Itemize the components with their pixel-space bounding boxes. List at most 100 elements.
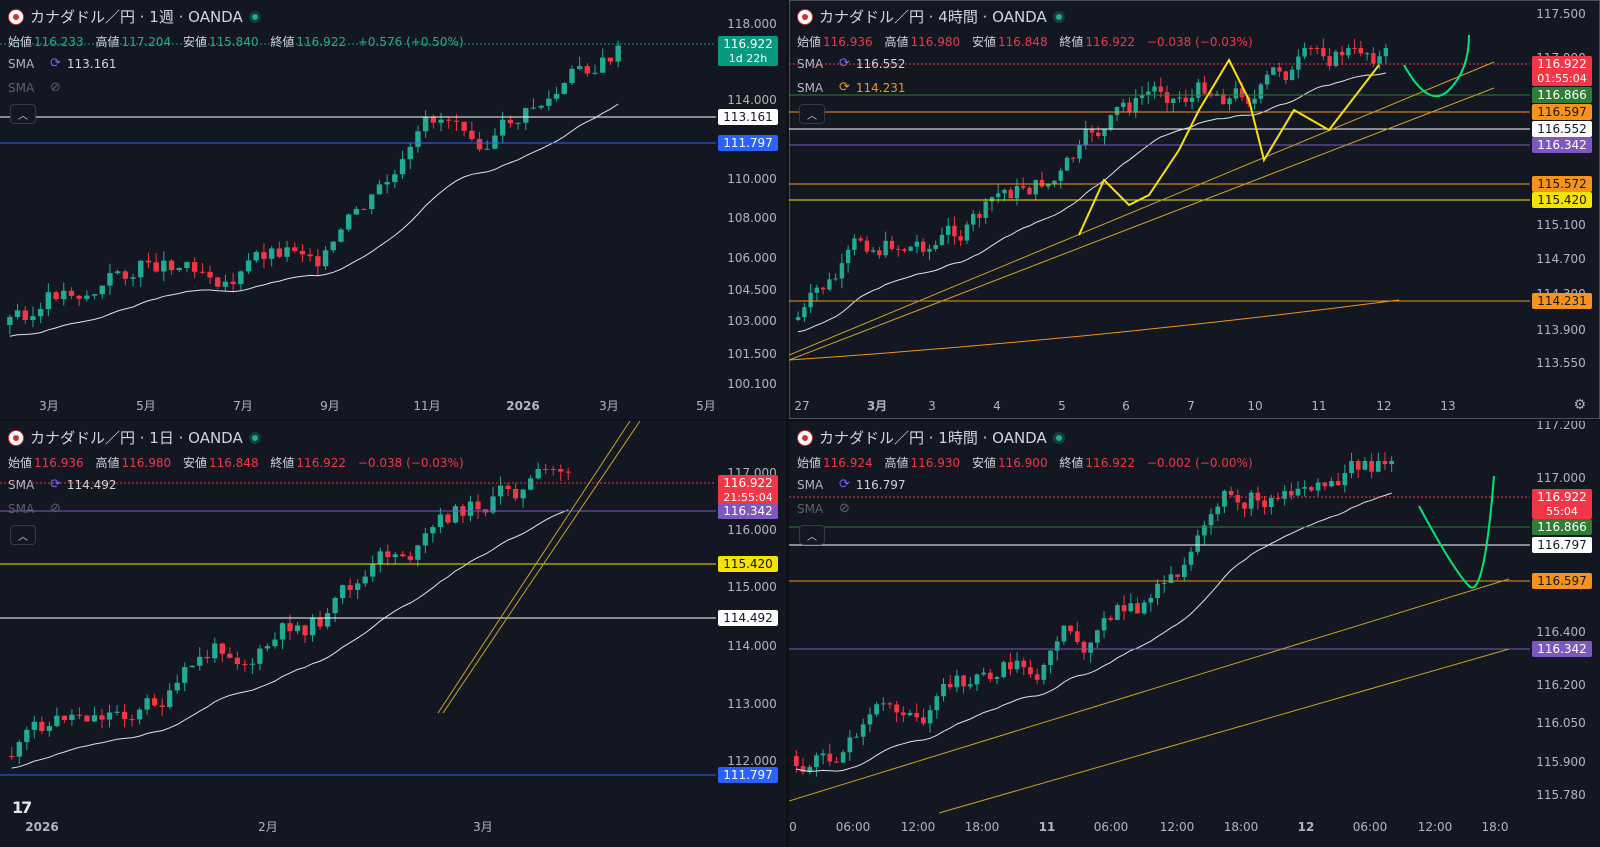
indicator-sma-2[interactable]: SMA ⊘	[8, 501, 61, 516]
refresh-icon[interactable]: ⟳	[839, 56, 850, 71]
price-tag	[718, 503, 778, 519]
indicator-sma-1[interactable]: SMA ⟳ 113.161	[8, 56, 117, 71]
chart-panel-4h[interactable]: 117.500117.000115.100114.700114.300113.9…	[789, 0, 1600, 419]
candle-body	[1196, 82, 1201, 98]
candle-body	[794, 756, 799, 767]
candle-body	[840, 752, 846, 763]
candle-body	[1175, 574, 1180, 577]
price-tag-label: 116.552	[1537, 122, 1587, 136]
price-tag-label: 115.420	[1537, 193, 1587, 207]
candle-body	[1102, 129, 1107, 137]
candle-body	[921, 717, 926, 724]
collapse-legend-button[interactable]: ︿	[10, 104, 36, 124]
weekly-chart-canvas[interactable]: 118.000 114.000 110.000 108.000 106.000 104.5…	[0, 0, 786, 419]
collapse-legend-button[interactable]: ︿	[799, 104, 825, 124]
eye-off-icon[interactable]: ⊘	[50, 80, 61, 95]
candle-body	[1202, 82, 1207, 94]
chart-panel-daily[interactable]: 117.000 116.000 115.000 114.000 113.000 112.0…	[0, 421, 786, 847]
symbol-title: カナダドル／円 · 1週 · OANDA	[30, 8, 243, 26]
candle-body	[1046, 183, 1051, 187]
candle-body	[833, 278, 838, 280]
candle-body	[1358, 48, 1364, 54]
candle-body	[14, 310, 21, 317]
candle-body	[820, 753, 826, 756]
refresh-icon[interactable]: ⟳	[50, 477, 61, 492]
candle-body	[1161, 582, 1167, 584]
indicator-sma-1[interactable]: SMA ⟳ 114.492	[8, 477, 117, 492]
candle-body	[1064, 157, 1070, 171]
candle-body	[30, 316, 36, 321]
candle-body	[576, 66, 583, 69]
candle-body	[512, 488, 519, 499]
refresh-icon[interactable]: ⟳	[839, 477, 850, 492]
daily-chart-canvas[interactable]: 117.000116.000115.000114.000113.000112.0…	[0, 421, 786, 847]
candle-body	[1034, 674, 1040, 680]
eye-off-icon[interactable]: ⊘	[50, 501, 61, 516]
time-axis-label: 7月	[233, 399, 253, 413]
candle-body	[39, 721, 45, 731]
candle-body	[1233, 88, 1238, 99]
refresh-icon[interactable]: ⟳	[839, 80, 850, 95]
time-axis-label: 12:00	[1418, 820, 1453, 834]
candle-body	[345, 214, 352, 230]
candle-body	[1289, 69, 1295, 81]
candle-body	[338, 229, 344, 242]
candle-body	[152, 698, 158, 706]
candle-body	[983, 201, 988, 218]
candle-body	[294, 625, 301, 632]
candle-body	[546, 98, 552, 106]
eye-off-icon[interactable]: ⊘	[839, 501, 850, 516]
refresh-icon[interactable]: ⟳	[50, 56, 61, 71]
chart-panel-weekly[interactable]: 118.000 114.000 110.000 108.000 106.000 104.5…	[0, 0, 786, 419]
price-axis-label: 110.000	[727, 172, 777, 186]
candle-body	[858, 238, 863, 241]
candle-body	[268, 248, 275, 259]
symbol-header[interactable]: カナダドル／円 · 1週 · OANDA	[8, 6, 261, 27]
candle-body	[1127, 102, 1132, 112]
candle-body	[914, 713, 920, 718]
candle-body	[279, 623, 286, 640]
symbol-header[interactable]: カナダドル／円 · 1時間 · OANDA	[797, 427, 1065, 448]
candle-body	[1242, 502, 1247, 509]
forecast-path	[1403, 34, 1470, 98]
indicator-sma-1[interactable]: SMA ⟳ 116.797	[797, 477, 906, 492]
candle-body	[961, 675, 966, 687]
candle-body	[84, 295, 90, 299]
chart-panel-1h[interactable]: 117.200 117.000 116.400 116.200 116.050 115.9…	[789, 421, 1600, 847]
candle-body	[54, 715, 60, 727]
candle-body	[1188, 551, 1194, 565]
candle-body	[1346, 48, 1351, 56]
candle-body	[245, 260, 252, 272]
candle-body	[68, 290, 75, 296]
candle-body	[592, 72, 598, 74]
candle-body	[219, 643, 225, 654]
candle-body	[136, 709, 143, 720]
time-axis-label: 3月	[599, 399, 619, 413]
price-axis-label: 115.780	[1536, 788, 1586, 802]
symbol-header[interactable]: カナダドル／円 · 1日 · OANDA	[8, 427, 261, 448]
time-axis-label: 06:00	[1353, 820, 1388, 834]
symbol-header[interactable]: カナダドル／円 · 4時間 · OANDA	[797, 6, 1065, 27]
indicator-sma-1[interactable]: SMA ⟳ 116.552	[797, 56, 906, 71]
collapse-legend-button[interactable]: ︿	[10, 525, 36, 545]
candle-body	[276, 248, 283, 257]
indicator-sma-2[interactable]: SMA ⟳ 114.231	[797, 80, 906, 95]
candle-body	[607, 57, 614, 62]
candle-body	[600, 57, 606, 73]
candle-body	[994, 677, 1000, 679]
candle-body	[1309, 487, 1314, 491]
indicator-sma-2[interactable]: SMA ⊘	[797, 501, 850, 516]
candle-body	[1275, 497, 1281, 499]
indicator-sma-2[interactable]: SMA ⊘	[8, 80, 61, 95]
collapse-legend-button[interactable]: ︿	[799, 525, 825, 545]
4h-chart-canvas[interactable]: 117.500117.000115.100114.700114.300113.9…	[789, 0, 1600, 419]
candle-body	[854, 736, 859, 738]
market-status-icon	[248, 10, 261, 23]
price-tag	[718, 109, 778, 125]
time-axis-label: 2026	[506, 399, 539, 413]
candle-body	[1389, 461, 1394, 465]
candle-body	[1139, 95, 1145, 99]
tradingview-logo[interactable]: 17	[12, 798, 32, 817]
settings-icon[interactable]: ⚙	[1573, 397, 1586, 413]
1h-chart-canvas[interactable]: 117.200 117.000 116.400 116.200 116.050 115.9…	[789, 421, 1600, 847]
